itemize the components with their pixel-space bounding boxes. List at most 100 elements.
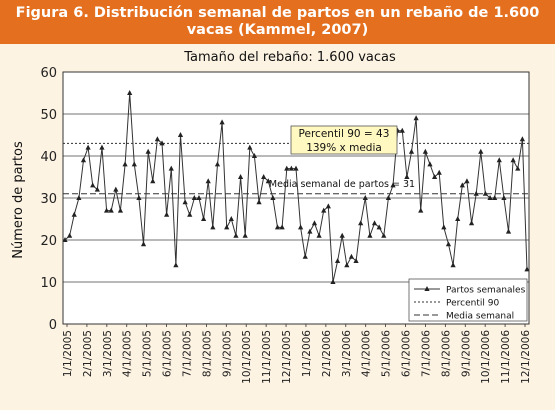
- x-tick-label: 3/1/2006: [341, 330, 353, 377]
- x-tick-label: 5/1/2006: [381, 330, 393, 377]
- data-point: [233, 232, 239, 238]
- data-point: [99, 144, 105, 150]
- legend-label: Media semanal: [446, 312, 514, 322]
- data-point: [492, 195, 498, 200]
- data-point: [505, 228, 512, 234]
- x-tick-label: 8/1/2005: [201, 330, 213, 377]
- data-point: [487, 195, 493, 200]
- data-point: [399, 127, 405, 133]
- data-point: [140, 241, 147, 247]
- data-point: [67, 232, 73, 238]
- plot-frame: [62, 71, 530, 325]
- data-point: [127, 90, 133, 95]
- data-point: [459, 182, 465, 188]
- data-point: [145, 148, 151, 154]
- data-point: [187, 211, 193, 217]
- x-tick-label: 10/1/2006: [480, 330, 492, 384]
- data-point: [362, 195, 368, 200]
- x-tick-label: 4/1/2005: [122, 330, 134, 377]
- x-tick-label: 9/1/2005: [221, 330, 233, 377]
- y-tick-label: 20: [40, 234, 57, 249]
- data-point: [515, 165, 521, 171]
- x-tick-label: 12/1/2006: [520, 330, 532, 384]
- data-point: [71, 211, 77, 217]
- data-point: [501, 195, 507, 200]
- y-tick-label: 30: [40, 192, 57, 207]
- data-point: [103, 207, 110, 213]
- data-point: [154, 136, 160, 142]
- data-point: [76, 195, 82, 200]
- data-point: [274, 224, 281, 230]
- data-point: [288, 165, 294, 171]
- data-point: [339, 232, 345, 238]
- data-point: [482, 190, 489, 196]
- x-tick-label: 6/1/2005: [162, 330, 174, 377]
- legend-label: Partos semanales: [446, 286, 526, 296]
- x-tick-label: 7/1/2006: [420, 330, 432, 377]
- data-point: [279, 224, 285, 230]
- data-point: [85, 144, 91, 150]
- y-axis-label: Número de partos: [11, 141, 26, 259]
- data-point: [436, 169, 442, 175]
- x-tick-label: 4/1/2006: [361, 330, 373, 377]
- data-point: [150, 178, 156, 184]
- data-point: [293, 165, 299, 171]
- data-point: [113, 186, 119, 192]
- data-point: [524, 266, 530, 272]
- x-tick-label: 9/1/2006: [460, 330, 472, 377]
- data-point: [473, 190, 479, 196]
- data-point: [464, 178, 470, 184]
- figure-header: Figura 6. Distribución semanal de partos…: [0, 0, 555, 44]
- legend-label: Percentil 90: [446, 299, 499, 309]
- data-point: [164, 211, 170, 217]
- data-point: [496, 157, 502, 163]
- x-tick-label: 7/1/2005: [181, 330, 193, 377]
- data-point: [80, 157, 87, 163]
- data-point: [519, 136, 525, 142]
- data-point: [344, 262, 350, 268]
- data-point: [413, 115, 419, 121]
- mean-annotation: Media semanal de partos = 31: [269, 179, 415, 190]
- data-point: [422, 148, 428, 154]
- x-tick-label: 1/1/2006: [301, 330, 313, 377]
- data-point: [219, 119, 225, 125]
- data-point: [177, 132, 184, 137]
- data-point: [376, 224, 382, 230]
- data-point: [468, 220, 475, 226]
- data-point: [201, 216, 207, 221]
- data-point: [450, 262, 456, 268]
- data-point: [117, 207, 124, 213]
- data-point: [330, 279, 336, 284]
- data-point: [371, 220, 378, 226]
- data-point: [122, 161, 128, 167]
- x-tick-label: 2/1/2006: [321, 330, 333, 377]
- data-point: [168, 165, 174, 171]
- percentile-annotation-line-1: Percentil 90 = 43: [299, 128, 390, 140]
- x-tick-label: 6/1/2006: [401, 330, 413, 377]
- y-tick-label: 40: [40, 150, 57, 165]
- data-point: [445, 241, 452, 247]
- data-point: [311, 220, 318, 226]
- x-tick-label: 12/1/2005: [281, 330, 293, 384]
- data-point: [247, 144, 253, 150]
- x-tick-label: 11/1/2006: [500, 330, 512, 384]
- x-tick-label: 5/1/2005: [142, 330, 154, 377]
- data-point: [108, 207, 114, 213]
- data-point: [270, 195, 276, 200]
- data-point: [404, 174, 410, 179]
- data-point: [321, 207, 327, 213]
- data-point: [348, 253, 355, 259]
- data-point: [159, 140, 165, 146]
- data-point: [455, 216, 461, 221]
- data-point: [251, 153, 258, 158]
- data-point: [62, 237, 68, 242]
- data-point: [408, 148, 415, 154]
- data-point: [316, 232, 322, 238]
- data-point: [256, 199, 262, 205]
- data-point: [302, 253, 308, 259]
- data-point: [136, 195, 142, 200]
- data-point: [353, 258, 359, 263]
- data-point: [390, 182, 396, 188]
